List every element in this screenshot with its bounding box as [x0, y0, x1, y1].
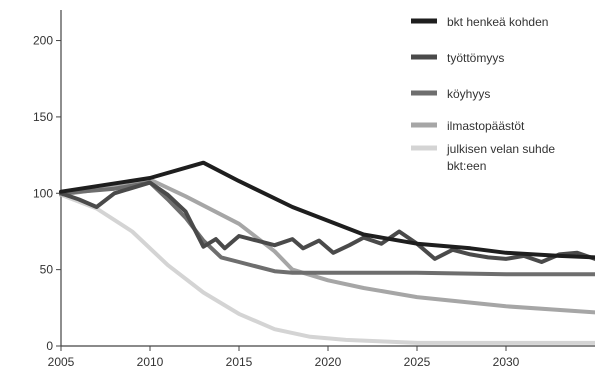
series-line-4: [59, 192, 595, 345]
y-tick-label: 0: [46, 339, 53, 353]
legend-label-4: bkt:een: [447, 159, 486, 173]
x-tick-label: 2005: [48, 355, 75, 369]
legend-label-3: ilmastopäästöt: [447, 119, 525, 133]
series-line-0: [59, 160, 595, 260]
x-tick-label: 2015: [226, 355, 253, 369]
y-tick-label: 100: [33, 186, 53, 200]
chart-axes: 0 50 100 150 200 2005 2010 2015 2020 2025 2030: [33, 10, 595, 369]
x-tick-label: 2025: [404, 355, 431, 369]
x-tick-label: 2020: [315, 355, 342, 369]
legend-label-4: julkisen velan suhde: [446, 142, 555, 156]
y-tick-label: 150: [33, 110, 53, 124]
y-tick-label: 200: [33, 34, 53, 48]
series-lines: [59, 160, 595, 345]
legend-label-1: työttömyys: [447, 51, 504, 65]
legend-label-2: köyhyys: [447, 87, 490, 101]
y-tick-label: 50: [40, 263, 54, 277]
x-tick-label: 2010: [137, 355, 164, 369]
series-line-1: [59, 180, 595, 264]
x-tick-label: 2030: [493, 355, 520, 369]
legend-label-0: bkt henkeä kohden: [447, 15, 548, 29]
chart-legend: bkt henkeä kohden työttömyys köyhyys ilmast…: [411, 15, 555, 173]
series-line-2: [59, 180, 595, 277]
